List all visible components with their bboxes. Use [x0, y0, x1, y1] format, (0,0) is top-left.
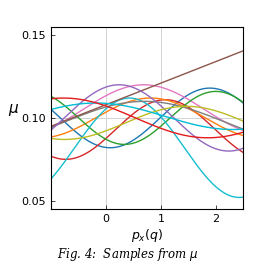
Text: Fig. 4:  Samples from $\mu$: Fig. 4: Samples from $\mu$: [58, 246, 198, 263]
Y-axis label: $\mu$: $\mu$: [8, 102, 19, 118]
X-axis label: $p_x(q)$: $p_x(q)$: [131, 227, 163, 244]
